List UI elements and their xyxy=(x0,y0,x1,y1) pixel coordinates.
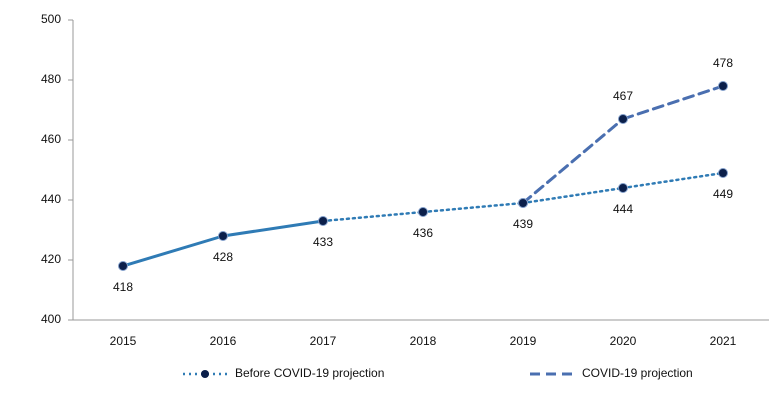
line-segment xyxy=(421,201,525,214)
data-label: 433 xyxy=(313,235,333,249)
y-tick-label: 480 xyxy=(41,72,61,86)
data-label: 478 xyxy=(713,56,733,70)
line-segment xyxy=(121,234,225,268)
marker xyxy=(718,81,728,91)
marker xyxy=(618,114,628,124)
marker xyxy=(218,231,228,241)
legend-label: COVID-19 projection xyxy=(582,366,693,380)
line-segment xyxy=(621,84,725,121)
y-tick-label: 420 xyxy=(41,252,61,266)
marker xyxy=(418,207,428,217)
x-tick-label: 2015 xyxy=(110,334,137,348)
line-segment xyxy=(321,210,425,223)
y-tick-label: 440 xyxy=(41,192,61,206)
line-segment xyxy=(521,186,625,205)
x-tick-label: 2018 xyxy=(410,334,437,348)
marker xyxy=(118,261,128,271)
y-tick-label: 460 xyxy=(41,132,61,146)
data-label: 428 xyxy=(213,250,233,264)
data-label: 436 xyxy=(413,226,433,240)
legend-label: Before COVID-19 projection xyxy=(235,366,384,380)
marker xyxy=(618,183,628,193)
line-segment xyxy=(521,117,625,205)
x-tick-label: 2020 xyxy=(610,334,637,348)
y-tick-label: 400 xyxy=(41,312,61,326)
line-segment xyxy=(621,171,725,190)
data-label: 467 xyxy=(613,89,633,103)
x-tick-label: 2017 xyxy=(310,334,337,348)
marker xyxy=(318,216,328,226)
x-tick-label: 2019 xyxy=(510,334,537,348)
x-tick-label: 2021 xyxy=(710,334,737,348)
line-segment xyxy=(221,219,325,238)
data-label: 444 xyxy=(613,202,633,216)
data-label: 418 xyxy=(113,280,133,294)
marker xyxy=(718,168,728,178)
legend-marker xyxy=(201,370,209,378)
data-label: 439 xyxy=(513,217,533,231)
marker xyxy=(518,198,528,208)
y-tick-label: 500 xyxy=(41,12,61,26)
data-label: 449 xyxy=(713,187,733,201)
x-tick-label: 2016 xyxy=(210,334,237,348)
